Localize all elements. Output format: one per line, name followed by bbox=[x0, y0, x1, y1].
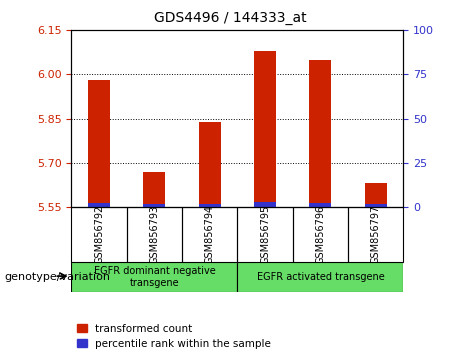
Bar bbox=[254, 202, 276, 207]
Text: GSM856793: GSM856793 bbox=[149, 205, 160, 264]
Bar bbox=[71, 262, 237, 292]
Text: GSM856795: GSM856795 bbox=[260, 205, 270, 264]
Bar bbox=[199, 121, 221, 207]
Bar bbox=[254, 51, 276, 207]
Bar bbox=[199, 204, 221, 207]
Bar bbox=[348, 207, 403, 262]
Bar bbox=[237, 207, 293, 262]
Bar bbox=[182, 207, 237, 262]
Bar bbox=[309, 202, 331, 207]
Bar bbox=[127, 207, 182, 262]
Legend: transformed count, percentile rank within the sample: transformed count, percentile rank withi… bbox=[77, 324, 271, 349]
Text: GSM856796: GSM856796 bbox=[315, 205, 325, 264]
Text: GDS4496 / 144333_at: GDS4496 / 144333_at bbox=[154, 11, 307, 25]
Bar bbox=[365, 183, 387, 207]
Text: EGFR dominant negative
transgene: EGFR dominant negative transgene bbox=[94, 266, 215, 288]
Text: GSM856792: GSM856792 bbox=[94, 205, 104, 264]
Bar bbox=[237, 262, 403, 292]
Text: GSM856794: GSM856794 bbox=[205, 205, 215, 264]
Bar bbox=[143, 204, 165, 207]
Text: EGFR activated transgene: EGFR activated transgene bbox=[256, 272, 384, 282]
Bar bbox=[293, 207, 348, 262]
Text: genotype/variation: genotype/variation bbox=[5, 272, 111, 282]
Bar bbox=[88, 202, 110, 207]
Bar bbox=[309, 59, 331, 207]
Bar bbox=[88, 80, 110, 207]
Text: GSM856797: GSM856797 bbox=[371, 205, 381, 264]
Bar bbox=[143, 172, 165, 207]
Bar bbox=[365, 204, 387, 207]
Bar bbox=[71, 207, 127, 262]
